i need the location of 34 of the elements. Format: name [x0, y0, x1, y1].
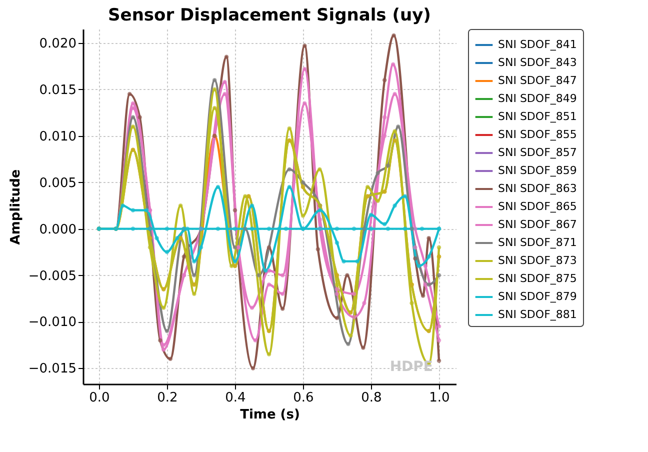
x-tick-label: 0.2 [157, 390, 178, 406]
legend-label: SNI SDOF_879 [498, 290, 577, 303]
x-axis-title: Time (s) [240, 408, 300, 422]
x-tick-label: 0.8 [361, 390, 382, 406]
y-tick-label: −0.015 [28, 362, 76, 377]
y-axis-title: Amplitude [8, 169, 24, 245]
legend-label: SNI SDOF_857 [498, 146, 577, 159]
legend-label: SNI SDOF_871 [498, 236, 577, 249]
x-tick-label: 0.4 [225, 390, 246, 406]
y-tick-label: 0.000 [39, 222, 76, 238]
legend-label: SNI SDOF_859 [498, 164, 577, 177]
legend-label: SNI SDOF_855 [498, 128, 577, 141]
legend-label: SNI SDOF_867 [498, 218, 577, 231]
legend-label: SNI SDOF_847 [498, 74, 577, 87]
y-tick-label: −0.005 [28, 268, 76, 284]
legend-label: SNI SDOF_863 [498, 182, 577, 195]
legend-label: SNI SDOF_841 [498, 38, 577, 51]
y-tick-label: −0.010 [28, 315, 76, 330]
annotation: HDPE [390, 359, 433, 375]
x-tick-label: 0.6 [293, 390, 314, 406]
y-tick-label: 0.020 [39, 36, 76, 52]
legend-label: SNI SDOF_851 [498, 110, 577, 123]
y-tick-label: 0.005 [39, 176, 76, 191]
y-tick-label: 0.010 [39, 129, 76, 144]
legend-label: SNI SDOF_873 [498, 254, 577, 267]
x-tick-label: 1.0 [429, 390, 450, 406]
y-tick-label: 0.015 [39, 82, 76, 98]
legend-label: SNI SDOF_875 [498, 272, 577, 285]
legend-label: SNI SDOF_865 [498, 200, 577, 213]
x-tick-label: 0.0 [89, 390, 110, 406]
legend-label: SNI SDOF_849 [498, 92, 577, 105]
legend-label: SNI SDOF_843 [498, 56, 577, 69]
chart-title: Sensor Displacement Signals (uy) [108, 6, 431, 26]
legend-label: SNI SDOF_881 [498, 308, 577, 321]
